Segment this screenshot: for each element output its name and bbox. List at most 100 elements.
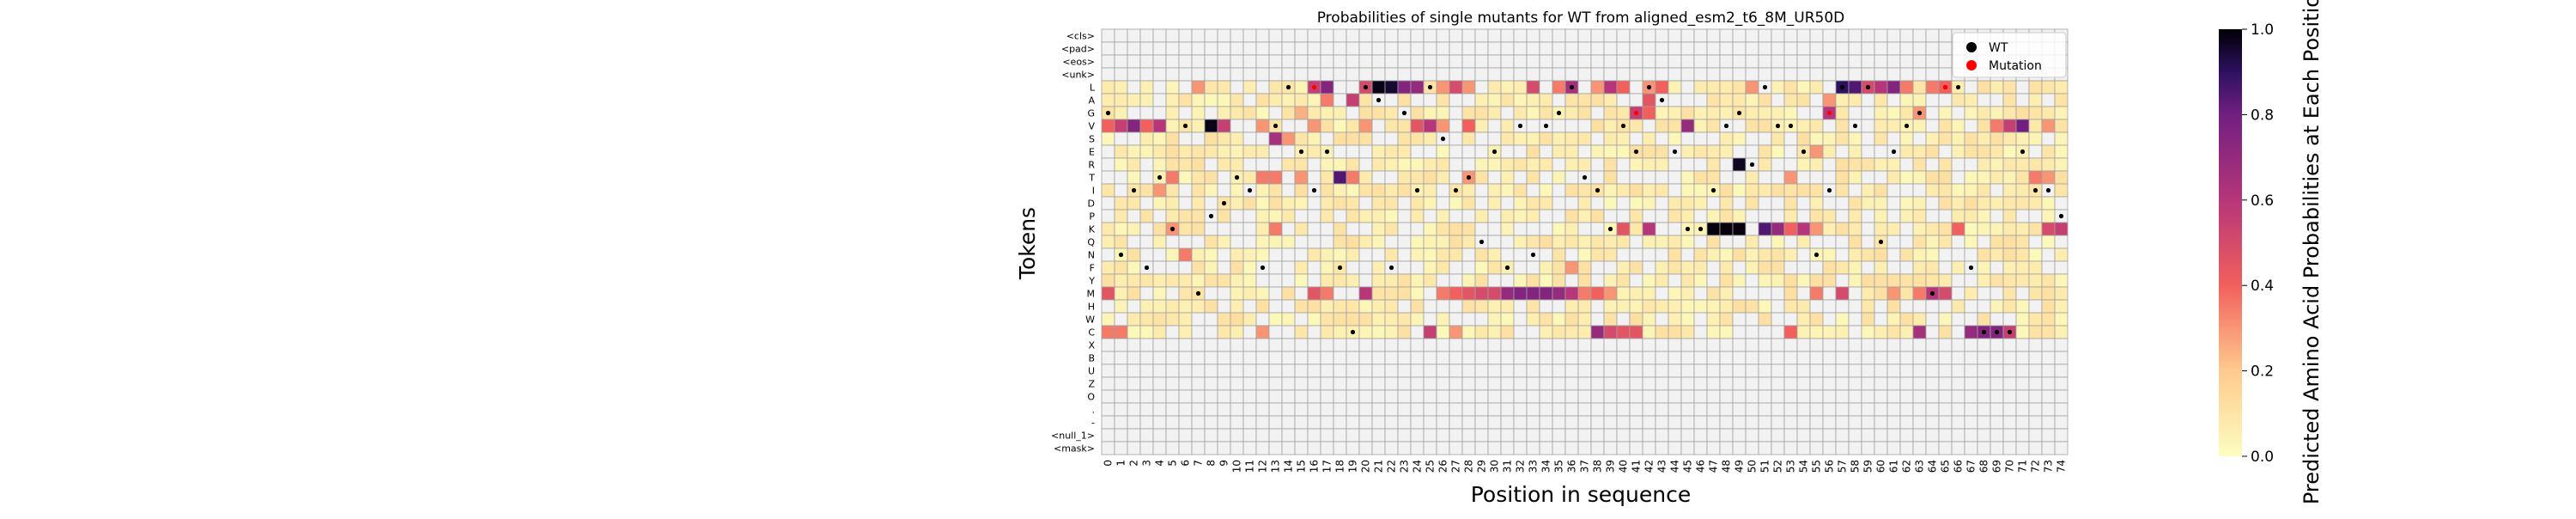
heatmap-cell [1603, 312, 1618, 327]
heatmap-cell [1281, 67, 1296, 82]
heatmap-cell [1616, 54, 1631, 69]
heatmap-cell [1242, 170, 1257, 185]
heatmap-cell [1294, 157, 1309, 172]
heatmap-cell [1487, 247, 1502, 262]
heatmap-cell [1255, 389, 1270, 404]
heatmap-cell [1552, 299, 1566, 314]
heatmap-cell [1861, 247, 1875, 262]
heatmap-cell [1500, 222, 1515, 236]
heatmap-cell [1758, 209, 1772, 223]
heatmap-cell [2028, 93, 2043, 107]
heatmap-cell [1629, 363, 1643, 378]
heatmap-cell [1230, 144, 1244, 159]
heatmap-cell [1294, 209, 1309, 223]
heatmap-cell [1526, 235, 1540, 249]
heatmap-cell [1165, 312, 1180, 327]
heatmap-cell [1384, 144, 1399, 159]
heatmap-cell [1230, 325, 1244, 339]
heatmap-cell [1358, 286, 1373, 301]
heatmap-cell [1693, 312, 1708, 327]
heatmap-cell [1861, 325, 1875, 339]
heatmap-cell [1977, 183, 1991, 198]
heatmap-cell [1938, 28, 1953, 43]
heatmap-cell [1397, 119, 1412, 133]
heatmap-cell [1693, 196, 1708, 211]
heatmap-cell [1783, 67, 1798, 82]
heatmap-cell [1590, 222, 1605, 236]
heatmap-cell [1139, 247, 1154, 262]
heatmap-cell [1977, 286, 1991, 301]
heatmap-cell [1706, 376, 1721, 391]
y-tick-label: H [1088, 302, 1095, 313]
heatmap-cell [1268, 312, 1283, 327]
heatmap-cell [1951, 235, 1965, 249]
heatmap-cell [1230, 67, 1244, 82]
heatmap-cell [1191, 376, 1206, 391]
heatmap-cell [1758, 402, 1772, 417]
heatmap-cell [1706, 351, 1721, 365]
heatmap-cell [1242, 312, 1257, 327]
heatmap-cell [1307, 415, 1321, 430]
y-axis-label: Tokens [1015, 207, 1040, 280]
heatmap-cell [1771, 286, 1785, 301]
heatmap-cell [1397, 157, 1412, 172]
heatmap-cell [1951, 119, 1965, 133]
heatmap-cell [1127, 325, 1141, 339]
heatmap-cell [1436, 260, 1450, 275]
heatmap-cell [1358, 363, 1373, 378]
heatmap-cell [1577, 209, 1592, 223]
heatmap-cell [1178, 170, 1193, 185]
heatmap-cell [1809, 209, 1824, 223]
heatmap-cell [1461, 54, 1476, 69]
heatmap-cell [1320, 106, 1334, 120]
heatmap-cell [2015, 222, 2030, 236]
heatmap-cell [1564, 106, 1579, 120]
heatmap-cell [1564, 389, 1579, 404]
heatmap-cell [1977, 80, 1991, 95]
heatmap-cell [1796, 402, 1811, 417]
heatmap-cell [1539, 299, 1553, 314]
heatmap-cell [1577, 441, 1592, 455]
heatmap-cell [1487, 273, 1502, 288]
heatmap-cell [1152, 273, 1167, 288]
heatmap-cell [1358, 157, 1373, 172]
heatmap-cell [1642, 299, 1656, 314]
wt-marker [1968, 265, 1974, 271]
heatmap-cell [1745, 28, 1759, 43]
heatmap-cell [1758, 376, 1772, 391]
heatmap-cell [1127, 260, 1141, 275]
heatmap-cell [1899, 144, 1914, 159]
heatmap-cell [1320, 183, 1334, 198]
heatmap-cell [1178, 325, 1193, 339]
heatmap-cell [1874, 376, 1888, 391]
heatmap-cell [1706, 389, 1721, 404]
heatmap-cell [1423, 428, 1437, 443]
heatmap-cell [1552, 196, 1566, 211]
x-tick-label: 8 [1206, 460, 1218, 467]
heatmap-cell [1165, 325, 1180, 339]
heatmap-cell [1822, 389, 1837, 404]
heatmap-cell [1745, 119, 1759, 133]
heatmap-cell [1951, 338, 1965, 352]
heatmap-cell [2028, 119, 2043, 133]
heatmap-cell [2015, 273, 2030, 288]
heatmap-cell [1874, 312, 1888, 327]
heatmap-cell [1861, 402, 1875, 417]
heatmap-cell [1590, 441, 1605, 455]
heatmap-cell [1114, 312, 1128, 327]
heatmap-cell [1590, 260, 1605, 275]
heatmap-cell [1964, 119, 1978, 133]
heatmap-cell [1629, 157, 1643, 172]
heatmap-cell [1706, 428, 1721, 443]
heatmap-cell [1397, 389, 1412, 404]
heatmap-cell [1268, 67, 1283, 82]
heatmap-cell [1925, 247, 1940, 262]
heatmap-cell [1500, 119, 1515, 133]
heatmap-cell [1745, 80, 1759, 95]
heatmap-cell [1101, 338, 1115, 352]
heatmap-cell [1449, 376, 1463, 391]
heatmap-cell [2041, 144, 2056, 159]
heatmap-cell [1539, 325, 1553, 339]
heatmap-cell [1384, 119, 1399, 133]
heatmap-cell [1513, 222, 1528, 236]
